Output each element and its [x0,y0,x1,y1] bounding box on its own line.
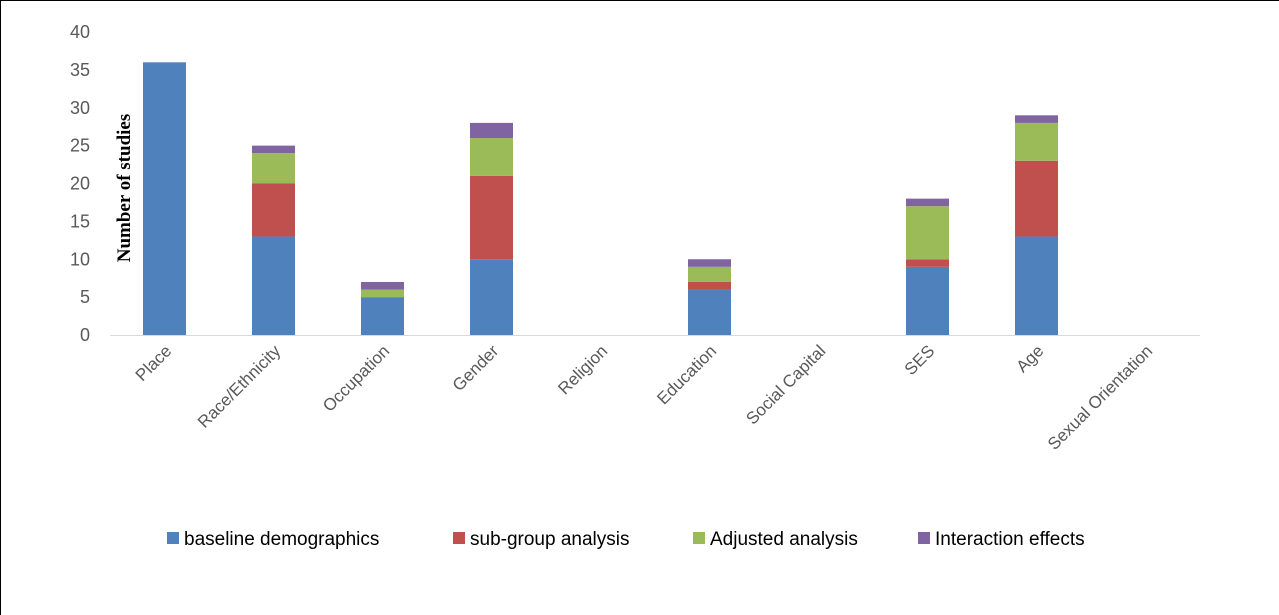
legend-label: baseline demographics [184,529,379,550]
bar-adjusted-analysis-occupation [361,289,404,298]
bar-adjusted-analysis-education [688,266,731,282]
x-category-label: SES [901,341,938,378]
bar-baseline-demographics-gender [470,259,513,335]
bars [143,62,1058,336]
x-category-label: Age [1013,341,1048,376]
bar-interaction-effects-race-ethnicity [252,145,295,154]
legend-swatch [453,532,465,544]
y-tick-label: 20 [70,174,90,194]
category-labels: Place Race/Ethnicity Occupation Gender Relig… [132,341,1157,454]
x-category-label: Race/Ethnicity [194,341,285,432]
bar-baseline-demographics-place [143,62,186,336]
y-tick-label: 0 [80,325,90,345]
bar-sub-group-analysis-education [688,281,731,290]
bar-baseline-demographics-occupation [361,297,404,335]
x-category-label: Religion [554,341,611,398]
bar-baseline-demographics-age [1015,236,1058,335]
x-category-label: Sexual Orientation [1044,341,1156,453]
bar-sub-group-analysis-race-ethnicity [252,183,295,237]
y-axis-ticks: 0 5 10 15 20 25 30 35 40 [70,22,90,345]
y-tick-label: 15 [70,211,90,231]
y-axis-label: Number of studies [114,114,135,263]
legend-swatch [693,532,705,544]
bar-baseline-demographics-race-ethnicity [252,236,295,335]
y-tick-label: 5 [80,287,90,307]
legend-label: Interaction effects [935,529,1085,550]
y-tick-label: 35 [70,60,90,80]
x-category-label: Education [653,341,720,408]
legend-swatch [167,532,179,544]
bar-sub-group-analysis-gender [470,175,513,260]
x-category-label: Social Capital [742,341,829,428]
x-category-label: Gender [449,341,503,395]
bar-interaction-effects-ses [906,198,949,207]
bar-interaction-effects-age [1015,115,1058,123]
x-category-label: Occupation [319,341,393,415]
legend-label: Adjusted analysis [710,529,858,550]
legend: baseline demographics sub-group analysis A… [167,529,1085,550]
bar-sub-group-analysis-age [1015,160,1058,237]
bar-adjusted-analysis-ses [906,206,949,260]
bar-adjusted-analysis-gender [470,138,513,176]
y-tick-label: 10 [70,249,90,269]
y-tick-label: 40 [70,22,90,42]
y-tick-label: 30 [70,98,90,118]
bar-baseline-demographics-ses [906,266,949,335]
bar-interaction-effects-education [688,259,731,267]
bar-interaction-effects-gender [470,122,513,139]
x-category-label: Place [132,341,176,385]
bar-interaction-effects-occupation [361,281,404,290]
bar-sub-group-analysis-ses [906,259,949,267]
y-tick-label: 25 [70,136,90,156]
legend-label: sub-group analysis [470,529,629,550]
bar-adjusted-analysis-age [1015,122,1058,161]
legend-swatch [918,532,930,544]
bar-baseline-demographics-education [688,289,731,335]
bar-adjusted-analysis-race-ethnicity [252,153,295,184]
